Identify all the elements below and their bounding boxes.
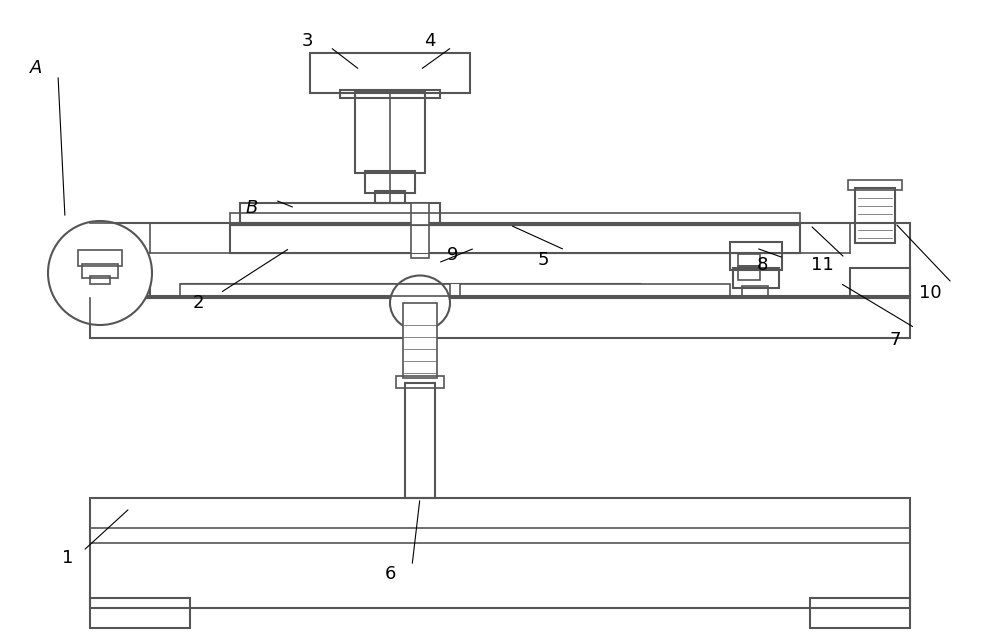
Bar [460,284,730,296]
Bar [848,180,902,190]
Bar [78,250,122,266]
Bar [855,188,895,243]
Bar [90,498,910,608]
Text: 4: 4 [424,32,436,50]
Text: A: A [30,59,42,77]
Text: 6: 6 [384,565,396,583]
Bar [396,376,444,388]
Bar [405,383,435,498]
Text: 7: 7 [889,331,901,349]
Bar [90,296,910,338]
Bar [90,223,910,298]
Bar [738,266,760,280]
Bar [738,254,760,266]
Bar [850,268,910,298]
Bar [375,191,405,203]
Bar [230,213,800,225]
Bar [82,264,118,278]
Circle shape [48,221,152,325]
Text: 3: 3 [301,32,313,50]
Bar [733,268,779,288]
Text: 9: 9 [447,246,459,264]
Bar [742,286,768,296]
Bar [90,268,150,298]
Bar [365,171,415,193]
Bar [240,203,440,223]
Bar [730,242,782,270]
Ellipse shape [390,276,450,330]
Bar [355,91,425,173]
Bar [403,303,437,378]
Bar [340,90,440,98]
Text: 5: 5 [537,251,549,269]
Bar [180,284,450,296]
Text: 10: 10 [919,284,941,302]
Bar [411,203,429,258]
Text: 11: 11 [811,256,833,274]
Text: 8: 8 [756,256,768,274]
Text: B: B [246,199,258,217]
Bar [810,598,910,628]
Text: 1: 1 [62,549,74,567]
Bar [90,598,190,628]
Text: 2: 2 [192,294,204,312]
Bar [230,225,800,253]
Bar [90,276,110,284]
Bar [310,53,470,93]
